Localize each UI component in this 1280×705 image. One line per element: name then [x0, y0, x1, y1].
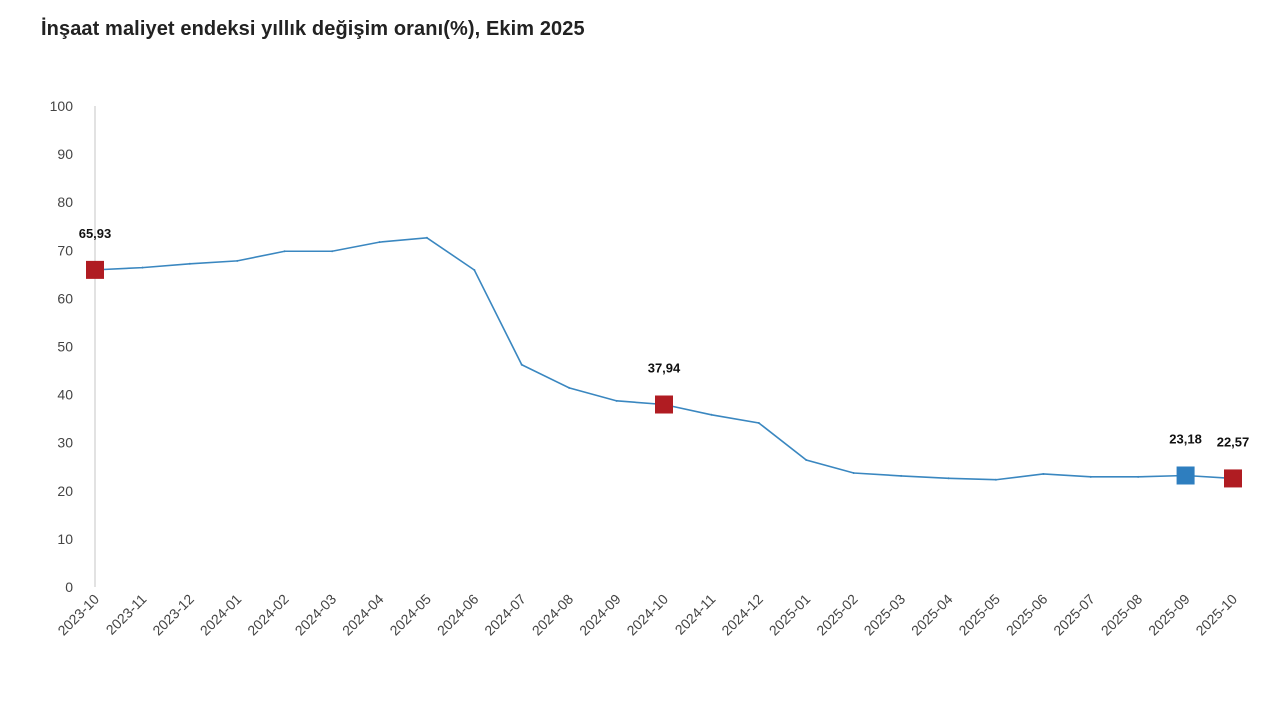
x-tick-label: 2023-10 [54, 591, 102, 639]
x-tick-label: 2025-06 [1003, 591, 1051, 639]
y-tick-label: 60 [57, 290, 73, 306]
data-label: 65,93 [79, 226, 112, 241]
x-tick-label: 2025-03 [861, 591, 909, 639]
x-tick-label: 2025-05 [955, 591, 1003, 639]
x-tick-label: 2024-03 [292, 591, 340, 639]
data-point [947, 477, 950, 480]
data-point [994, 478, 997, 481]
data-point [710, 413, 713, 416]
x-tick-label: 2024-07 [481, 591, 529, 639]
x-tick-label: 2024-09 [576, 591, 624, 639]
data-point [757, 421, 760, 424]
data-point [188, 262, 191, 265]
chart-title: İnşaat maliyet endeksi yıllık değişim or… [41, 18, 585, 40]
data-point [1137, 475, 1140, 478]
x-tick-label: 2025-01 [766, 591, 814, 639]
data-point [473, 269, 476, 272]
data-point [615, 399, 618, 402]
x-tick-label: 2024-05 [386, 591, 434, 639]
y-tick-label: 30 [57, 435, 73, 451]
y-tick-label: 80 [57, 194, 73, 210]
highlight-marker [1224, 469, 1242, 488]
data-point [1042, 472, 1045, 475]
data-point [283, 250, 286, 253]
x-tick-label: 2023-11 [103, 591, 150, 638]
highlight-marker [1176, 466, 1195, 485]
x-tick-label: 2024-08 [529, 591, 577, 639]
x-tick-label: 2025-04 [908, 591, 956, 639]
data-point [141, 266, 144, 269]
data-point [331, 250, 334, 253]
data-point [568, 386, 571, 389]
highlight-marker [86, 260, 104, 279]
x-tick-label: 2025-02 [813, 591, 861, 639]
x-tick-label: 2025-08 [1098, 591, 1146, 639]
y-tick-label: 50 [57, 339, 73, 355]
data-point [236, 259, 239, 262]
data-label: 37,94 [648, 361, 681, 376]
y-tick-label: 10 [57, 531, 73, 547]
x-tick-label: 2024-10 [623, 591, 671, 639]
data-point [1089, 475, 1092, 478]
x-tick-label: 2024-04 [339, 591, 387, 639]
y-tick-label: 20 [57, 483, 73, 499]
y-tick-label: 40 [57, 387, 73, 403]
x-tick-label: 2024-06 [434, 591, 482, 639]
data-point [520, 363, 523, 366]
data-point [425, 236, 428, 239]
data-point [378, 241, 381, 244]
y-tick-label: 90 [57, 146, 73, 162]
data-label: 22,57 [1217, 434, 1250, 449]
y-tick-label: 0 [65, 579, 73, 595]
x-tick-label: 2023-12 [149, 591, 197, 639]
data-point [805, 459, 808, 462]
data-label: 23,18 [1169, 432, 1202, 447]
x-tick-label: 2025-10 [1192, 591, 1240, 639]
series-line [94, 236, 1234, 481]
x-tick-label: 2025-07 [1050, 591, 1098, 639]
y-tick-label: 70 [57, 242, 73, 258]
x-tick-label: 2025-09 [1145, 591, 1193, 639]
x-tick-label: 2024-02 [244, 591, 292, 639]
x-tick-label: 2024-12 [718, 591, 766, 639]
x-tick-label: 2024-01 [197, 591, 245, 639]
x-tick-label: 2024-11 [672, 591, 719, 638]
highlight-marker [655, 395, 673, 414]
y-tick-label: 100 [50, 98, 74, 114]
data-point [852, 472, 855, 475]
data-point [900, 474, 903, 477]
